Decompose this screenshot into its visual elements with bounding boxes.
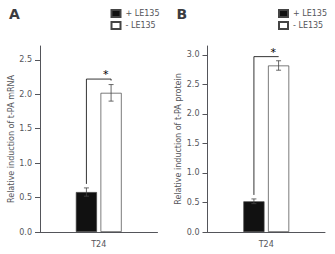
svg-text:2.5: 2.5 xyxy=(187,80,200,89)
svg-text:1.5: 1.5 xyxy=(187,139,200,148)
svg-text:2.0: 2.0 xyxy=(19,90,32,99)
svg-text:- LE135: - LE135 xyxy=(293,21,323,30)
svg-text:*: * xyxy=(271,46,277,59)
svg-text:2.0: 2.0 xyxy=(187,109,200,118)
svg-text:+ LE135: + LE135 xyxy=(293,9,327,18)
svg-text:0.5: 0.5 xyxy=(187,198,200,207)
svg-text:0.0: 0.0 xyxy=(187,228,200,237)
svg-text:0.0: 0.0 xyxy=(19,228,32,237)
svg-text:2.5: 2.5 xyxy=(19,55,32,64)
svg-text:Relative induction of t-PA mRN: Relative induction of t-PA mRNA xyxy=(7,75,16,203)
svg-text:3.0: 3.0 xyxy=(187,50,200,59)
svg-text:1.0: 1.0 xyxy=(19,159,32,168)
svg-text:0.5: 0.5 xyxy=(19,193,32,202)
svg-text:Relative induction of t-PA pro: Relative induction of t-PA protein xyxy=(174,73,183,205)
svg-text:A: A xyxy=(9,6,20,22)
svg-text:1.5: 1.5 xyxy=(19,124,32,133)
svg-text:T24: T24 xyxy=(258,240,274,249)
svg-text:B: B xyxy=(177,6,188,22)
svg-text:*: * xyxy=(103,68,109,81)
svg-text:- LE135: - LE135 xyxy=(126,21,156,30)
svg-text:1.0: 1.0 xyxy=(187,168,200,177)
svg-text:+ LE135: + LE135 xyxy=(126,9,160,18)
svg-text:T24: T24 xyxy=(90,240,106,249)
